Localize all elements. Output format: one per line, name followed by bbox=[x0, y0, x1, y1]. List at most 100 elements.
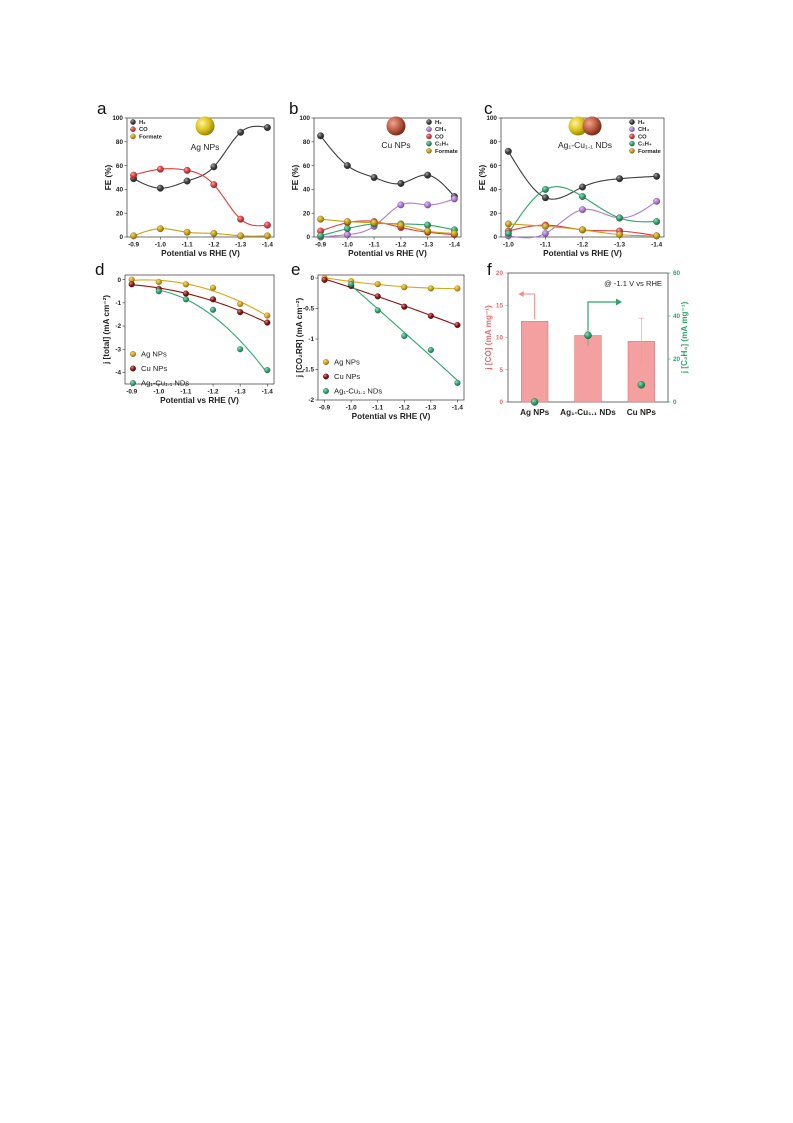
y2-tick-label: 0 bbox=[673, 399, 677, 406]
panel-letter-c: c bbox=[484, 99, 493, 118]
x-tick-label: -1.3 bbox=[614, 242, 625, 249]
panel-b: b -0.9 -1.0 -1.1 -1.2 -1.3 -1.4 0 20 40 60 80 100 Pot… bbox=[289, 99, 462, 258]
data-point-agcu bbox=[401, 332, 408, 340]
legend-label: C₂H₄ bbox=[435, 142, 449, 148]
y-tick-label: 10 bbox=[496, 335, 504, 342]
data-point-cu bbox=[454, 321, 461, 329]
x-tick-label: -1.1 bbox=[540, 242, 551, 249]
data-point-h2 bbox=[616, 175, 624, 183]
data-point-c2h4 bbox=[343, 225, 351, 233]
data-point-ch4 bbox=[397, 201, 405, 209]
legend-marker-co bbox=[130, 126, 136, 132]
x-axis-title: Potential vs RHE (V) bbox=[543, 249, 622, 258]
panel-letter-b: b bbox=[289, 99, 298, 118]
data-point-formate bbox=[263, 232, 271, 240]
data-point-h2 bbox=[370, 174, 378, 181]
y-tick-label: 0 bbox=[493, 234, 497, 241]
legend-label: Ag NPs bbox=[141, 350, 167, 359]
legend-marker-formate bbox=[426, 148, 432, 154]
data-point-formate bbox=[653, 232, 661, 240]
data-point-formate bbox=[237, 232, 245, 240]
y-axis-title: FE (%) bbox=[104, 164, 113, 190]
data-point-ch4 bbox=[579, 206, 586, 214]
data-point-agcu bbox=[374, 307, 381, 314]
y-tick-label: 80 bbox=[490, 139, 498, 146]
x-tick-label: -1.4 bbox=[262, 389, 273, 396]
x-tick-label: -1.3 bbox=[422, 242, 433, 249]
legend-marker-agcu bbox=[323, 388, 329, 394]
y-tick-label: 100 bbox=[112, 115, 123, 122]
series-line-agcu bbox=[350, 285, 458, 381]
x-tick-label: -1.3 bbox=[235, 242, 246, 249]
x-tick-label: -1.0 bbox=[153, 389, 164, 396]
y-tick-label: -1 bbox=[308, 336, 314, 343]
data-point-agcu bbox=[427, 346, 434, 354]
data-point-h2 bbox=[579, 183, 586, 191]
bar bbox=[521, 321, 549, 403]
data-point-cu bbox=[427, 312, 434, 319]
legend-label: CO bbox=[139, 127, 148, 133]
x-tick-label: -1.3 bbox=[425, 405, 436, 412]
panel-e: e -0.9 -1.0 -1.1 -1.2 -1.3 -1.4 0 -0.5 -1 -1.5 -2 Po… bbox=[291, 260, 465, 421]
legend-label: CH₄ bbox=[638, 127, 649, 133]
x-tick-label: -1.2 bbox=[577, 242, 588, 249]
cu-sphere-icon bbox=[386, 116, 406, 136]
y-tick-label: 0 bbox=[499, 399, 503, 406]
series-line-h2 bbox=[133, 125, 268, 189]
data-point-c2h4 bbox=[424, 221, 432, 229]
inset-label: Ag NPs bbox=[191, 142, 220, 152]
legend-label: CH₄ bbox=[435, 127, 446, 133]
ag-sphere-icon bbox=[195, 116, 215, 136]
x-tick-label: -1.4 bbox=[651, 242, 662, 249]
legend-label: Ag₁-Cu₁.₁ NDs bbox=[334, 387, 382, 396]
data-point-c2h4 bbox=[653, 218, 661, 225]
data-point-h2 bbox=[210, 163, 218, 171]
data-point-co bbox=[210, 181, 218, 189]
category-label: Ag₁-Cu₁.₁ NDs bbox=[560, 408, 616, 417]
data-point-formate bbox=[579, 226, 586, 234]
data-point-h2 bbox=[317, 132, 325, 140]
category-label: Ag NPs bbox=[520, 408, 550, 417]
y-tick-label: 40 bbox=[116, 187, 124, 194]
panel-a: a -0.9 -1.0 -1.1 -1.2 -1.3 -1.4 0 20 40 60 80 100 Pot… bbox=[97, 99, 275, 258]
data-point-h2 bbox=[504, 147, 512, 155]
left-arrow-head-icon bbox=[518, 291, 524, 297]
y-tick-label: -1 bbox=[115, 300, 121, 307]
legend-marker-h2 bbox=[130, 119, 136, 125]
data-point-c2h4 bbox=[541, 185, 549, 193]
series-line-co bbox=[320, 220, 455, 236]
data-point-co bbox=[183, 166, 191, 174]
right-axis-arrow bbox=[587, 301, 618, 331]
y-tick-label: 0 bbox=[306, 234, 310, 241]
x-tick-label: -1.0 bbox=[503, 242, 514, 249]
legend-label: C₂H₄ bbox=[638, 142, 652, 148]
y-axis-title: j [total] (mA cm⁻²) bbox=[102, 295, 111, 365]
y-axis-title: FE (%) bbox=[291, 164, 300, 190]
x-tick-label: -1.2 bbox=[395, 242, 406, 249]
y-tick-label: 60 bbox=[490, 163, 498, 170]
series-line-h2 bbox=[507, 151, 657, 200]
legend-marker-c2h4 bbox=[426, 140, 432, 147]
series-line-ch4 bbox=[320, 198, 455, 238]
y2-tick-label: 20 bbox=[673, 356, 681, 363]
series-line-formate bbox=[320, 218, 455, 234]
legend-label: CO bbox=[435, 134, 444, 140]
y2-tick-label: 40 bbox=[673, 313, 681, 320]
c2h4-point bbox=[584, 331, 592, 340]
y-axis-title: FE (%) bbox=[478, 164, 487, 190]
y-tick-label: 80 bbox=[303, 139, 311, 146]
c2h4-point bbox=[637, 381, 646, 389]
legend-label: Cu NPs bbox=[141, 364, 167, 373]
y-tick-label: 0 bbox=[310, 275, 314, 282]
y-tick-label: -2 bbox=[115, 323, 121, 330]
data-point-co bbox=[263, 221, 271, 229]
data-point-formate bbox=[210, 229, 218, 237]
legend-label: CO bbox=[638, 134, 647, 140]
series-line-co bbox=[133, 168, 268, 227]
legend-label: H₂ bbox=[435, 120, 442, 126]
data-point-c2h4 bbox=[504, 229, 512, 237]
data-point-ag bbox=[210, 284, 217, 291]
legend-marker-cu bbox=[323, 373, 329, 380]
y-tick-label: 20 bbox=[116, 210, 124, 217]
data-point-formate bbox=[424, 227, 432, 235]
